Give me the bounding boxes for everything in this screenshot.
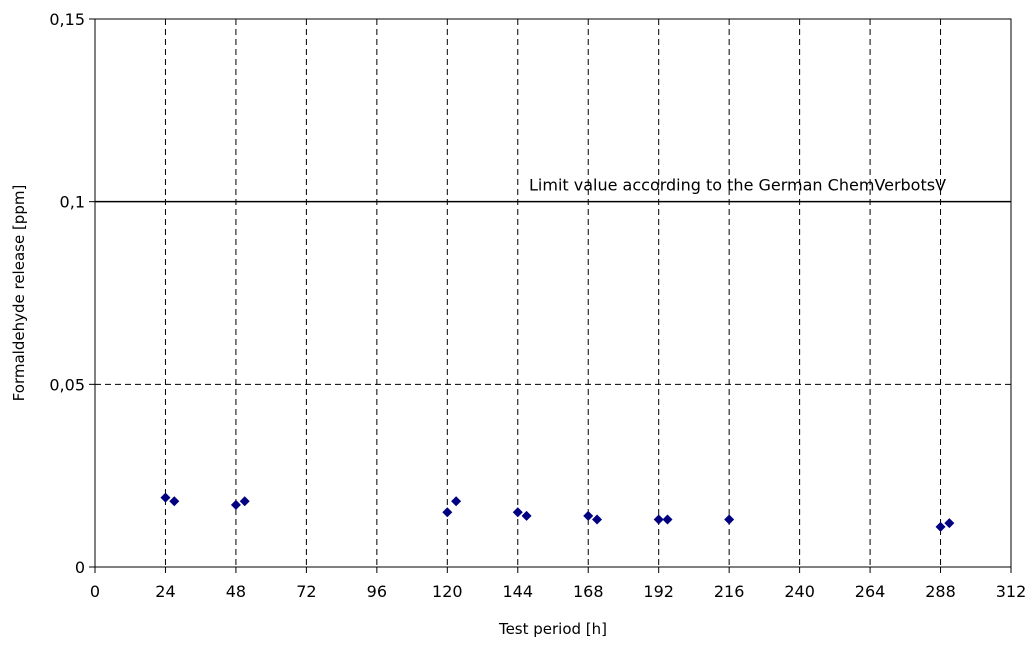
x-axis-ticks: 0 24 48 72 96 120 144 168 192 216 240 264 288 312: [90, 567, 1026, 601]
y-axis-ticks: 0 0,05 0,1 0,15: [49, 10, 95, 577]
plot-area-frame: [94, 18, 1012, 568]
y-axis-label: Formaldehyde release [ppm]: [10, 185, 28, 402]
x-tick-label: 216: [714, 582, 745, 601]
y-tick-label: 0,05: [49, 375, 85, 394]
grid-lines: [95, 19, 1011, 567]
x-tick-label: 240: [784, 582, 815, 601]
x-axis-label: Test period [h]: [498, 620, 607, 638]
data-point: [230, 499, 241, 510]
y-tick-label: 0: [75, 558, 85, 577]
y-tick-label: 0,1: [60, 193, 85, 212]
data-point: [944, 518, 955, 529]
data-point: [169, 496, 180, 507]
x-tick-label: 288: [925, 582, 956, 601]
data-point: [239, 496, 250, 507]
data-point: [442, 507, 453, 518]
data-point: [935, 521, 946, 532]
data-point: [653, 514, 664, 525]
data-point: [583, 510, 594, 521]
data-point: [724, 514, 735, 525]
x-tick-label: 192: [643, 582, 674, 601]
x-tick-label: 144: [502, 582, 533, 601]
data-point: [451, 496, 462, 507]
data-point: [521, 510, 532, 521]
x-tick-label: 48: [226, 582, 246, 601]
x-tick-label: 264: [855, 582, 886, 601]
data-point: [512, 507, 523, 518]
x-tick-label: 312: [996, 582, 1027, 601]
limit-value-label: Limit value according to the German Chem…: [529, 176, 946, 195]
x-tick-label: 24: [155, 582, 175, 601]
x-tick-label: 120: [432, 582, 463, 601]
data-point: [662, 514, 673, 525]
x-tick-label: 96: [367, 582, 387, 601]
data-point: [160, 492, 171, 503]
x-tick-label: 168: [573, 582, 604, 601]
x-tick-label: 0: [90, 582, 100, 601]
data-point: [592, 514, 603, 525]
data-points: [160, 492, 955, 532]
y-tick-label: 0,15: [49, 10, 85, 29]
x-tick-label: 72: [296, 582, 316, 601]
